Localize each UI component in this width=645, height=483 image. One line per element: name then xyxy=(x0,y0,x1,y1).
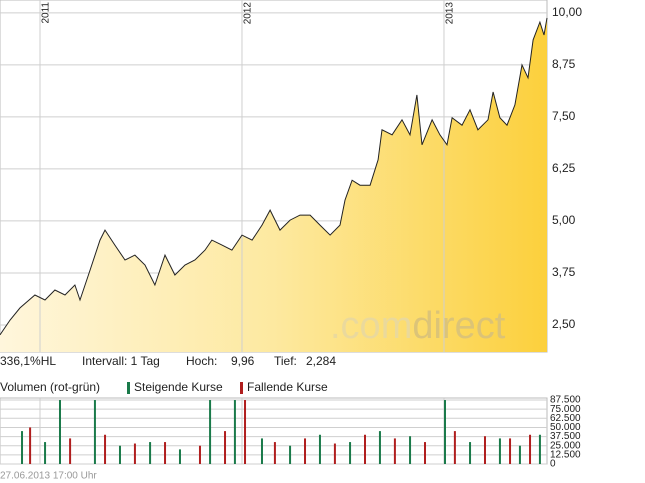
x-tick-label: 2013 xyxy=(445,2,456,25)
volume-bar xyxy=(453,431,456,464)
volume-title: Volumen (rot-grün) xyxy=(0,380,100,394)
volume-area xyxy=(0,397,548,465)
volume-bar xyxy=(393,438,396,464)
y-tick-label: 5,00 xyxy=(552,213,576,227)
volume-bar xyxy=(58,400,61,464)
y-tick-label: 10,00 xyxy=(552,5,582,19)
volume-bar xyxy=(289,445,292,464)
legend-swatch xyxy=(240,382,243,394)
y-tick-label: 2,50 xyxy=(552,317,576,331)
legend-swatch xyxy=(127,382,130,394)
low: 2,284 xyxy=(306,354,336,368)
volume-bar xyxy=(93,400,96,464)
watermark-part: direct xyxy=(412,305,505,347)
volume-bar xyxy=(29,427,32,464)
volume-bar xyxy=(318,434,321,464)
y-tick-label: 7,50 xyxy=(552,109,576,123)
change: 336,1%HL xyxy=(0,354,56,368)
high: 9,96 xyxy=(231,354,255,368)
volume-bar xyxy=(44,442,47,464)
x-tick-label: 2012 xyxy=(243,2,254,25)
volume-bar xyxy=(509,438,512,464)
volume-bar xyxy=(233,400,236,464)
y2-tick-label: 50.000 xyxy=(550,422,581,433)
volume-bar xyxy=(333,443,336,464)
y2-tick-label: 0 xyxy=(550,459,556,470)
volume-bar xyxy=(483,436,486,464)
volume-bar xyxy=(198,445,201,464)
footer: 27.06.2013 17:00 Uhr xyxy=(0,471,97,482)
volume-bar xyxy=(518,445,521,464)
x-tick-label: 2011 xyxy=(41,2,52,24)
volume-bar xyxy=(21,431,24,464)
volume-bar xyxy=(164,442,167,464)
volume-bar xyxy=(409,436,412,464)
volume-bar xyxy=(349,442,352,464)
y2-tick-label: 37.500 xyxy=(550,431,581,442)
volume-bar xyxy=(304,438,307,464)
volume-bar xyxy=(538,434,541,464)
interval: Intervall: 1 Tag xyxy=(82,354,160,368)
volume-bar xyxy=(529,434,532,464)
volume-bar xyxy=(469,442,472,464)
volume-bar xyxy=(423,442,426,464)
volume-bar xyxy=(244,400,247,464)
area xyxy=(0,17,547,353)
volume-bar xyxy=(118,445,121,464)
volume-bar xyxy=(498,438,501,464)
y2-tick-label: 87.500 xyxy=(550,395,581,406)
volume-bar xyxy=(69,438,72,464)
y2-tick-label: 75.000 xyxy=(550,404,581,415)
volume-bar xyxy=(224,431,227,464)
volume-bar xyxy=(260,438,263,464)
volume-bar xyxy=(178,449,181,464)
legend-label: Fallende Kurse xyxy=(247,380,328,394)
y2-tick-label: 62.500 xyxy=(550,413,581,424)
y2-tick-label: 12.500 xyxy=(550,450,581,461)
volume-bar xyxy=(209,400,212,464)
volume-bar xyxy=(149,442,152,464)
y-tick-label: 6,25 xyxy=(552,161,576,175)
y2-tick-label: 25.000 xyxy=(550,440,581,451)
high-label: Hoch: xyxy=(186,354,217,368)
volume-bar xyxy=(443,400,446,464)
watermark-part: .com xyxy=(330,305,412,347)
y-tick-label: 3,75 xyxy=(552,265,576,279)
volume-bar xyxy=(133,443,136,464)
price-line xyxy=(0,17,548,336)
legend-label: Steigende Kurse xyxy=(134,380,223,394)
volume-bar xyxy=(104,434,107,464)
low-label: Tief: xyxy=(274,354,297,368)
watermark: .comdirect xyxy=(330,305,506,347)
y-tick-label: 8,75 xyxy=(552,57,576,71)
volume-bar xyxy=(273,442,276,464)
volume-bar xyxy=(364,434,367,464)
volume-bar xyxy=(378,431,381,464)
